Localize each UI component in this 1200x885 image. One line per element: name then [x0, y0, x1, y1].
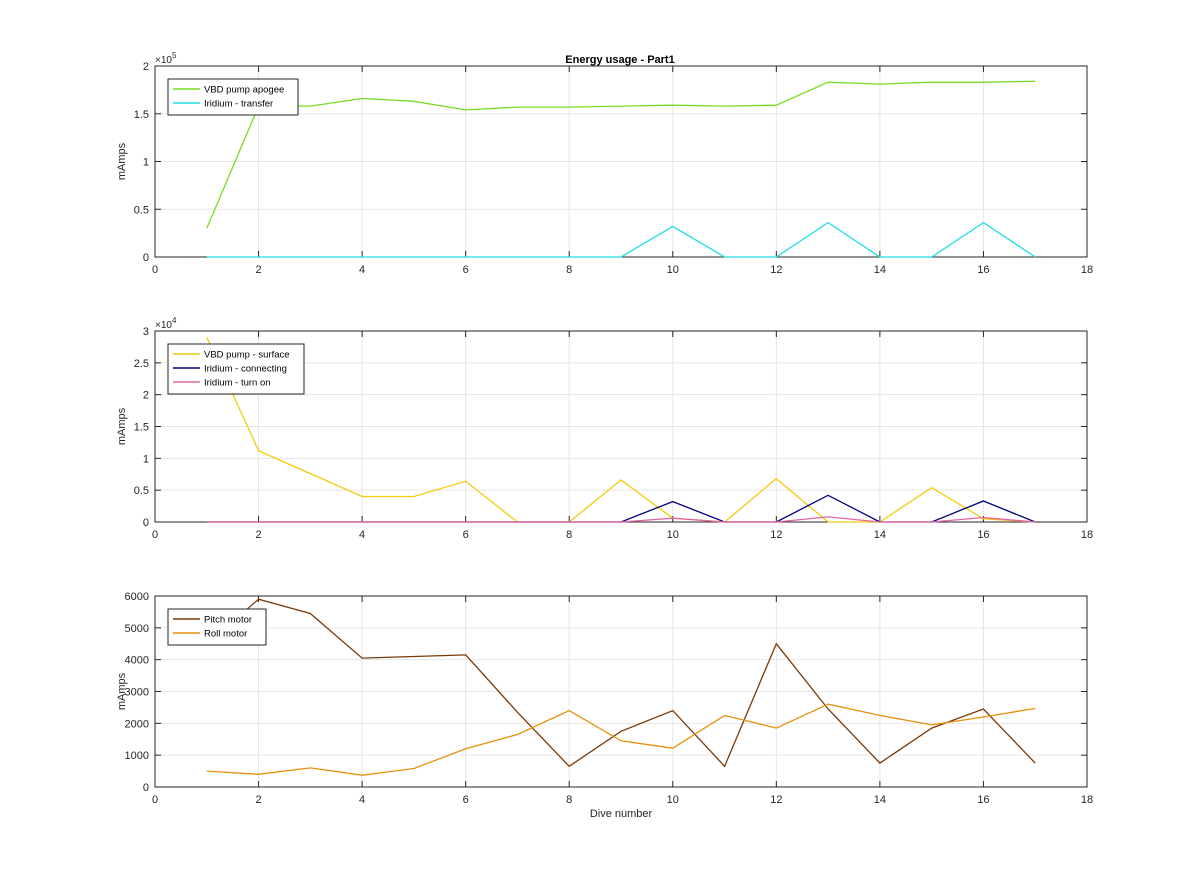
- y-exponent-label: ×104: [155, 316, 177, 331]
- y-tick-label: 1000: [125, 750, 149, 762]
- y-tick-label: 6000: [125, 591, 149, 603]
- legend-label: VBD pump apogee: [204, 85, 284, 96]
- legend-label: Iridium - connecting: [204, 364, 287, 375]
- series-line-1: [206, 80, 1036, 229]
- legend-box: [167, 608, 267, 646]
- y-tick-label: 1.5: [134, 422, 149, 434]
- y-tick-label: 2.5: [134, 358, 149, 370]
- y-tick-label: 0.5: [134, 204, 149, 216]
- x-tick-label: 4: [359, 794, 365, 806]
- x-tick-label: 10: [667, 529, 679, 541]
- x-tick-label: 16: [977, 264, 989, 276]
- legend-label: Iridium - transfer: [204, 99, 273, 110]
- y-exponent-label: ×105: [155, 51, 177, 66]
- x-tick-label: 2: [255, 529, 261, 541]
- series-line-2: [206, 221, 1036, 258]
- x-tick-label: 10: [667, 794, 679, 806]
- x-tick-label: 12: [770, 794, 782, 806]
- x-tick-label: 12: [770, 264, 782, 276]
- subplot-2: 0 2 4 6 8 10 12 14 16 18 0 0.5 1 1.5 2 2.5 3 ×104 mAmps VBD…: [116, 316, 1093, 541]
- x-tick-label: 18: [1081, 264, 1093, 276]
- x-tick-label: 2: [255, 794, 261, 806]
- legend-box: [167, 78, 299, 116]
- y-tick-label: 2: [143, 390, 149, 402]
- y-tick-label: 3000: [125, 687, 149, 699]
- x-tick-label: 4: [359, 529, 365, 541]
- x-tick-label: 8: [566, 529, 572, 541]
- series-line-1: [206, 598, 1036, 768]
- x-tick-label: 4: [359, 264, 365, 276]
- y-tick-label: 1: [143, 453, 149, 465]
- x-tick-label: 0: [152, 264, 158, 276]
- x-tick-label: 6: [463, 794, 469, 806]
- x-tick-label: 16: [977, 794, 989, 806]
- y-tick-label: 2: [143, 61, 149, 73]
- y-tick-label: 2000: [125, 718, 149, 730]
- series-line-2: [206, 703, 1036, 776]
- y-axis-label: mAmps: [116, 407, 128, 445]
- subplot-3: 0 2 4 6 8 10 12 14 16 18 0 1000 2000 3000 4000 5000 6000…: [116, 591, 1093, 820]
- x-tick-label: 0: [152, 794, 158, 806]
- legend-label: Iridium - turn on: [204, 378, 271, 389]
- legend-label: Roll motor: [204, 629, 247, 640]
- legend-label: VBD pump - surface: [204, 350, 290, 361]
- x-tick-label: 8: [566, 794, 572, 806]
- x-tick-label: 2: [255, 264, 261, 276]
- legend-label: Pitch motor: [204, 615, 252, 626]
- x-tick-label: 8: [566, 264, 572, 276]
- x-tick-label: 14: [874, 529, 886, 541]
- y-tick-label: 0.5: [134, 485, 149, 497]
- x-tick-label: 18: [1081, 794, 1093, 806]
- x-tick-label: 10: [667, 264, 679, 276]
- y-tick-label: 3: [143, 326, 149, 338]
- y-tick-label: 0: [143, 782, 149, 794]
- figure-title: Energy usage - Part1: [565, 54, 674, 66]
- series-line-1: [206, 337, 1036, 523]
- x-tick-label: 12: [770, 529, 782, 541]
- y-tick-label: 0: [143, 252, 149, 264]
- x-tick-label: 14: [874, 264, 886, 276]
- y-tick-label: 1: [143, 157, 149, 169]
- legend: VBD pump - surface Iridium - connecting Ir…: [167, 343, 305, 395]
- x-tick-label: 6: [463, 529, 469, 541]
- y-axis-label: mAmps: [116, 142, 128, 180]
- legend: Pitch motor Roll motor: [167, 608, 267, 646]
- x-tick-label: 0: [152, 529, 158, 541]
- legend-box: [167, 343, 305, 395]
- x-tick-label: 6: [463, 264, 469, 276]
- x-tick-label: 18: [1081, 529, 1093, 541]
- y-tick-label: 1.5: [134, 109, 149, 121]
- x-tick-label: 14: [874, 794, 886, 806]
- y-tick-label: 5000: [125, 623, 149, 635]
- series-line-3: [206, 516, 1036, 523]
- y-axis-label: mAmps: [116, 672, 128, 710]
- x-axis-label: Dive number: [590, 808, 653, 820]
- y-tick-label: 4000: [125, 655, 149, 667]
- y-tick-label: 0: [143, 517, 149, 529]
- legend: VBD pump apogee Iridium - transfer: [167, 78, 299, 116]
- subplot-1: 0 2 4 6 8 10 12 14 16 18 0 0.5 1 1.5 2 ×105 mAmps VBD pum…: [116, 51, 1093, 276]
- x-tick-label: 16: [977, 529, 989, 541]
